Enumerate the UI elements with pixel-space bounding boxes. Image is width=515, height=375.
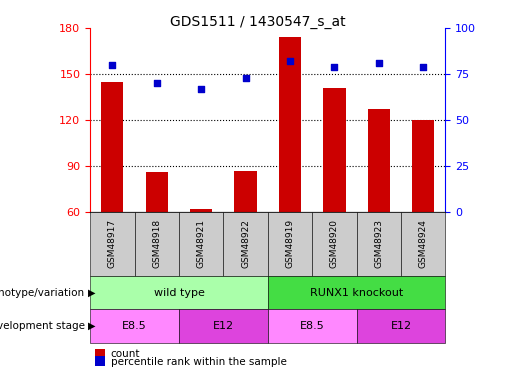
Text: wild type: wild type <box>153 288 204 297</box>
Text: GSM48924: GSM48924 <box>419 219 428 268</box>
Text: GDS1511 / 1430547_s_at: GDS1511 / 1430547_s_at <box>169 15 346 29</box>
Bar <box>368 109 390 212</box>
Bar <box>412 120 434 212</box>
Text: genotype/variation: genotype/variation <box>0 288 85 297</box>
Point <box>330 64 338 70</box>
Text: ▶: ▶ <box>88 288 95 297</box>
Text: E8.5: E8.5 <box>122 321 147 331</box>
Point <box>375 60 383 66</box>
Text: development stage: development stage <box>0 321 85 331</box>
Text: percentile rank within the sample: percentile rank within the sample <box>111 357 287 367</box>
Text: count: count <box>111 350 140 359</box>
Text: GSM48923: GSM48923 <box>374 219 383 268</box>
Text: RUNX1 knockout: RUNX1 knockout <box>310 288 403 297</box>
Bar <box>279 38 301 212</box>
Text: E12: E12 <box>390 321 411 331</box>
Bar <box>101 82 124 212</box>
Bar <box>190 209 212 212</box>
Point <box>286 58 294 64</box>
Point <box>242 75 250 81</box>
Bar <box>234 171 256 212</box>
Text: ▶: ▶ <box>88 321 95 331</box>
Point <box>197 86 205 92</box>
Text: GSM48921: GSM48921 <box>197 219 205 268</box>
Text: GSM48919: GSM48919 <box>285 219 295 268</box>
Point <box>152 80 161 86</box>
Text: GSM48917: GSM48917 <box>108 219 117 268</box>
Bar <box>146 172 168 212</box>
Text: GSM48918: GSM48918 <box>152 219 161 268</box>
Text: E12: E12 <box>213 321 234 331</box>
Text: E8.5: E8.5 <box>300 321 324 331</box>
Text: GSM48922: GSM48922 <box>241 219 250 268</box>
Point <box>108 62 116 68</box>
Text: GSM48920: GSM48920 <box>330 219 339 268</box>
Point <box>419 64 427 70</box>
Bar <box>323 88 346 212</box>
